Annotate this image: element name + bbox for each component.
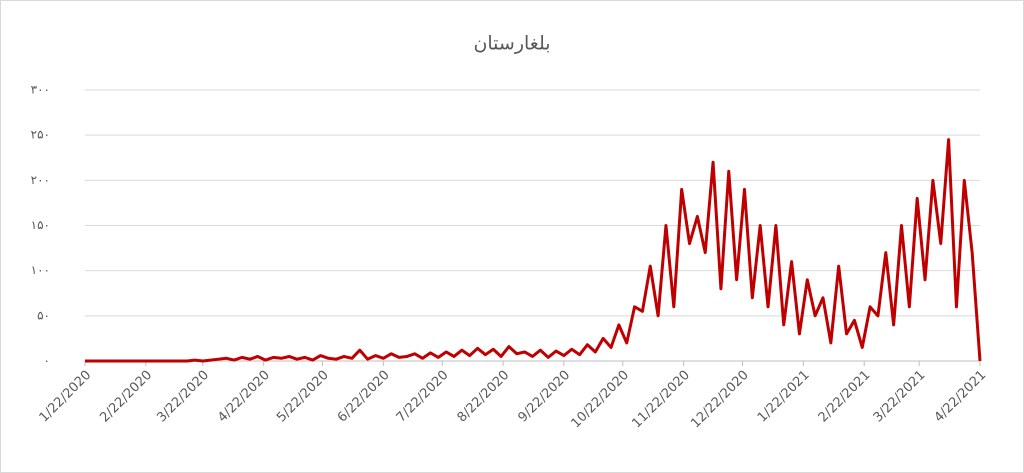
y-tick-label: ۲۵۰: [31, 128, 50, 142]
y-tick-label: ۰: [44, 354, 50, 368]
y-tick-label: ۲۰۰: [31, 173, 50, 187]
y-tick-label: ۱۵۰: [31, 218, 50, 232]
y-tick-label: ۵۰: [37, 308, 50, 322]
data-line: [85, 138, 982, 363]
y-tick-label: ۱۰۰: [31, 263, 50, 277]
chart-title: بلغارستان: [473, 33, 550, 55]
y-tick-label: ۳۰۰: [31, 83, 50, 97]
